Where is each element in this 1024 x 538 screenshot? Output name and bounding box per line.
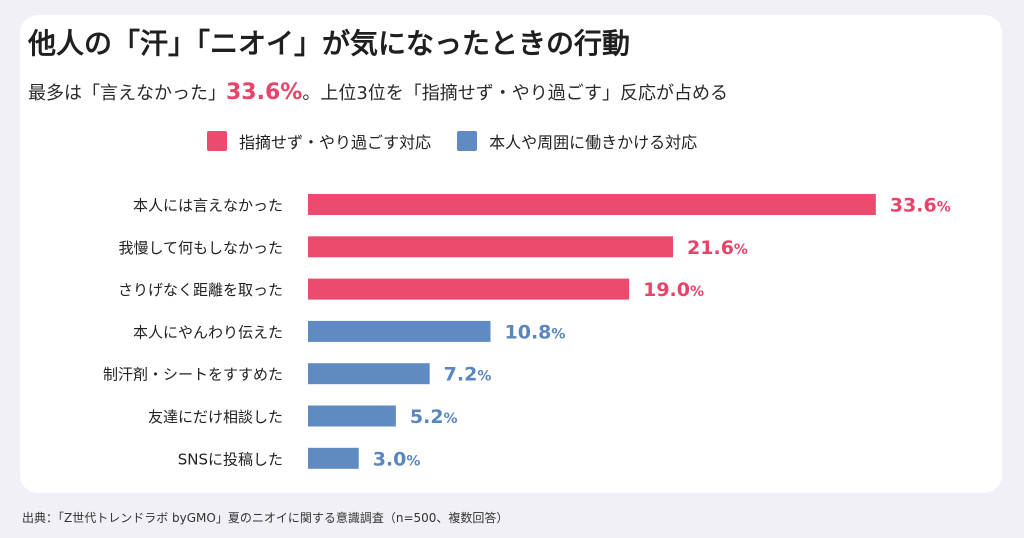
- legend-item-passive: 指摘せず・やり過ごす対応: [207, 129, 431, 153]
- value-label: 5.2%: [410, 406, 458, 428]
- bar: [308, 278, 630, 300]
- bar: [308, 405, 396, 427]
- bar: [308, 236, 674, 258]
- category-label: 本人にやんわり伝えた: [133, 323, 283, 341]
- value-label: 33.6%: [890, 195, 951, 217]
- bar: [308, 363, 430, 385]
- category-label: SNSに投稿した: [178, 450, 283, 468]
- legend-item-active: 本人や周囲に働きかける対応: [457, 129, 697, 153]
- legend-swatch-active: [457, 131, 478, 151]
- category-label: 制汗剤・シートをすすめた: [103, 366, 283, 384]
- category-label: 我慢して何もしなかった: [118, 239, 283, 257]
- page-title: 他人の「汗」「ニオイ」が気になったときの行動: [28, 27, 631, 60]
- legend-label-passive: 指摘せず・やり過ごす対応: [239, 133, 432, 152]
- subtitle: 最多は「言えなかった」33.6%。上位3位を「指摘せず・やり過ごす」反応が占める: [28, 79, 728, 105]
- subtitle-post: 。上位3位を「指摘せず・やり過ごす」反応が占める: [302, 83, 728, 104]
- subtitle-pre: 最多は「言えなかった」: [28, 83, 226, 104]
- bar: [308, 320, 491, 342]
- category-label: 友達にだけ相談した: [148, 408, 283, 426]
- category-label: 本人には言えなかった: [133, 197, 283, 215]
- value-label: 7.2%: [444, 364, 492, 386]
- legend-label-active: 本人や周囲に働きかける対応: [489, 133, 698, 152]
- value-label: 21.6%: [687, 237, 748, 259]
- bar: [308, 447, 359, 469]
- category-label: さりげなく距離を取った: [118, 281, 283, 299]
- subtitle-highlight: 33.6%: [226, 80, 303, 105]
- value-label: 3.0%: [373, 448, 421, 470]
- value-label: 10.8%: [505, 321, 566, 343]
- bar: [308, 194, 876, 215]
- legend: 指摘せず・やり過ごす対応 本人や周囲に働きかける対応: [207, 129, 723, 153]
- value-label: 19.0%: [643, 279, 704, 301]
- legend-swatch-passive: [207, 131, 227, 151]
- source-note: 出典：「Z世代トレンドラボ byGMO」夏のニオイに関する意識調査（n=500、…: [22, 511, 509, 525]
